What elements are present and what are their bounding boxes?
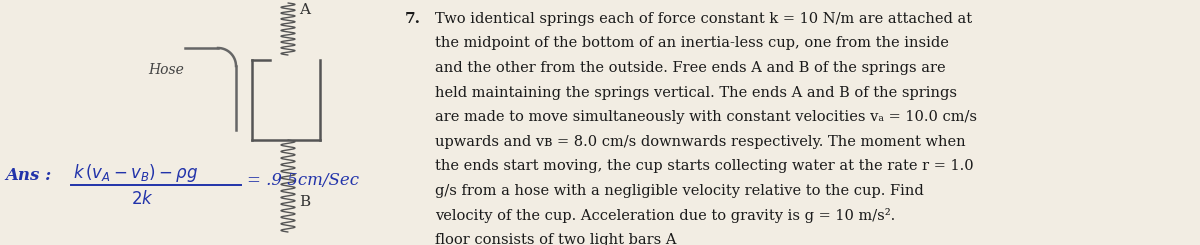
Text: Ans :: Ans : xyxy=(5,167,52,184)
Text: = .9 5cm/Sec: = .9 5cm/Sec xyxy=(247,172,359,189)
Text: upwards and vʙ = 8.0 cm/s downwards respectively. The moment when: upwards and vʙ = 8.0 cm/s downwards resp… xyxy=(436,135,966,148)
Text: $k\,(v_A - v_B) - \rho g$: $k\,(v_A - v_B) - \rho g$ xyxy=(73,162,198,184)
Text: $2k$: $2k$ xyxy=(131,190,154,208)
Text: the ends start moving, the cup starts collecting water at the rate r = 1.0: the ends start moving, the cup starts co… xyxy=(436,159,973,173)
Text: held maintaining the springs vertical. The ends A and B of the springs: held maintaining the springs vertical. T… xyxy=(436,86,958,99)
Text: B: B xyxy=(299,195,310,209)
Text: Two identical springs each of force constant k = 10 N/m are attached at: Two identical springs each of force cons… xyxy=(436,12,972,26)
Text: g/s from a hose with a negligible velocity relative to the cup. Find: g/s from a hose with a negligible veloci… xyxy=(436,184,924,197)
Text: floor consists of two light bars A: floor consists of two light bars A xyxy=(436,233,677,245)
Text: the midpoint of the bottom of an inertia-less cup, one from the inside: the midpoint of the bottom of an inertia… xyxy=(436,37,949,50)
Text: 7.: 7. xyxy=(406,12,421,26)
Text: and the other from the outside. Free ends A and B of the springs are: and the other from the outside. Free end… xyxy=(436,61,946,75)
Text: Hose: Hose xyxy=(148,63,184,77)
Text: velocity of the cup. Acceleration due to gravity is g = 10 m/s².: velocity of the cup. Acceleration due to… xyxy=(436,208,895,223)
Text: are made to move simultaneously with constant velocities vₐ = 10.0 cm/s: are made to move simultaneously with con… xyxy=(436,110,977,124)
Text: A: A xyxy=(299,3,310,17)
